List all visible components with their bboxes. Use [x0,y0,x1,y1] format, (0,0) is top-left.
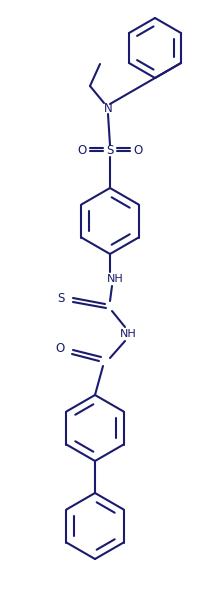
Text: O: O [55,342,65,355]
Text: O: O [133,144,143,158]
Text: NH: NH [120,329,136,339]
Text: S: S [106,144,114,158]
Text: S: S [57,291,65,304]
Text: O: O [77,144,87,158]
Text: NH: NH [107,274,123,284]
Text: N: N [104,101,112,115]
